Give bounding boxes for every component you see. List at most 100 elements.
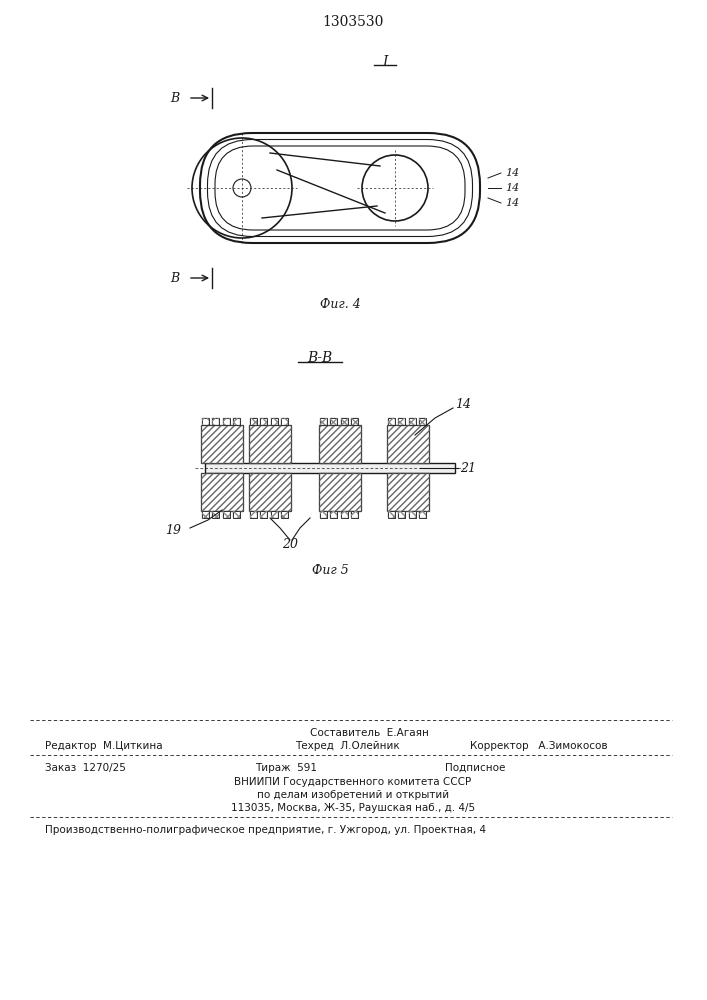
Bar xyxy=(330,418,337,425)
Bar xyxy=(250,511,257,518)
Bar xyxy=(351,511,358,518)
Bar xyxy=(260,511,267,518)
Bar xyxy=(223,418,230,425)
Text: Фиг 5: Фиг 5 xyxy=(312,564,349,576)
Bar xyxy=(388,418,395,425)
Bar xyxy=(330,511,337,518)
Bar xyxy=(249,425,291,463)
Bar xyxy=(419,511,426,518)
Bar xyxy=(202,418,209,425)
Bar xyxy=(233,511,240,518)
Bar xyxy=(233,511,240,518)
Text: Подписное: Подписное xyxy=(445,763,506,773)
Bar xyxy=(387,425,429,463)
Bar xyxy=(388,511,395,518)
Text: по делам изобретений и открытий: по делам изобретений и открытий xyxy=(257,790,449,800)
Bar xyxy=(271,418,278,425)
Text: ВНИИПИ Государственного комитета СССР: ВНИИПИ Государственного комитета СССР xyxy=(235,777,472,787)
Bar xyxy=(260,418,267,425)
Bar xyxy=(201,425,243,463)
Bar xyxy=(341,511,348,518)
Bar xyxy=(223,511,230,518)
Bar xyxy=(320,511,327,518)
Bar xyxy=(399,511,406,518)
Bar xyxy=(387,473,429,511)
Bar xyxy=(201,473,243,511)
Bar xyxy=(213,418,219,425)
Bar xyxy=(223,511,230,518)
Bar xyxy=(341,418,348,425)
Text: Редактор  М.Циткина: Редактор М.Циткина xyxy=(45,741,163,751)
Bar xyxy=(419,418,426,425)
Text: 14: 14 xyxy=(505,183,519,193)
Text: Заказ  1270/25: Заказ 1270/25 xyxy=(45,763,126,773)
Bar xyxy=(202,418,209,425)
Text: В: В xyxy=(170,92,180,104)
Bar xyxy=(388,511,395,518)
Bar xyxy=(271,511,278,518)
Bar xyxy=(223,418,230,425)
Bar xyxy=(320,418,327,425)
Bar xyxy=(249,425,291,463)
Bar xyxy=(249,473,291,511)
Bar xyxy=(330,511,337,518)
Bar xyxy=(319,473,361,511)
Bar xyxy=(213,511,219,518)
Bar xyxy=(399,418,406,425)
Bar xyxy=(271,418,278,425)
Text: Тираж  591: Тираж 591 xyxy=(255,763,317,773)
Bar xyxy=(409,418,416,425)
Bar xyxy=(351,418,358,425)
Text: Техред  Л.Олейник: Техред Л.Олейник xyxy=(295,741,399,751)
Text: Фиг. 4: Фиг. 4 xyxy=(320,298,361,312)
Bar xyxy=(419,511,426,518)
Text: Составитель  Е.Агаян: Составитель Е.Агаян xyxy=(310,728,429,738)
Bar xyxy=(281,418,288,425)
Bar xyxy=(271,511,278,518)
Bar xyxy=(387,473,429,511)
Bar xyxy=(250,511,257,518)
Bar xyxy=(320,418,327,425)
Bar xyxy=(281,511,288,518)
Bar xyxy=(319,473,361,511)
Bar xyxy=(399,418,406,425)
Text: Производственно-полиграфическое предприятие, г. Ужгород, ул. Проектная, 4: Производственно-полиграфическое предприя… xyxy=(45,825,486,835)
Bar xyxy=(419,418,426,425)
Bar xyxy=(213,418,219,425)
Bar xyxy=(351,418,358,425)
Bar xyxy=(202,511,209,518)
Bar xyxy=(409,511,416,518)
Text: 14: 14 xyxy=(505,168,519,178)
Bar xyxy=(260,418,267,425)
Text: 1303530: 1303530 xyxy=(322,15,384,29)
Bar xyxy=(250,418,257,425)
Bar xyxy=(319,425,361,463)
Text: 20: 20 xyxy=(282,538,298,552)
Bar xyxy=(213,511,219,518)
Text: Корректор   А.Зимокосов: Корректор А.Зимокосов xyxy=(470,741,607,751)
Bar xyxy=(320,511,327,518)
Bar xyxy=(281,511,288,518)
Bar xyxy=(330,418,337,425)
Text: I: I xyxy=(382,55,387,69)
Text: 19: 19 xyxy=(165,524,181,536)
Bar xyxy=(233,418,240,425)
Bar xyxy=(341,511,348,518)
Bar xyxy=(281,418,288,425)
Text: 113035, Москва, Ж-35, Раушская наб., д. 4/5: 113035, Москва, Ж-35, Раушская наб., д. … xyxy=(231,803,475,813)
Bar xyxy=(388,418,395,425)
Bar xyxy=(409,511,416,518)
Text: 14: 14 xyxy=(455,398,471,412)
Text: 14: 14 xyxy=(505,198,519,208)
Bar xyxy=(387,425,429,463)
Text: В-В: В-В xyxy=(308,351,332,365)
Bar xyxy=(201,425,243,463)
Bar xyxy=(250,418,257,425)
Bar xyxy=(399,511,406,518)
Bar xyxy=(233,418,240,425)
Bar xyxy=(249,473,291,511)
Bar xyxy=(202,511,209,518)
Bar xyxy=(351,511,358,518)
Bar xyxy=(409,418,416,425)
Text: В: В xyxy=(170,271,180,284)
